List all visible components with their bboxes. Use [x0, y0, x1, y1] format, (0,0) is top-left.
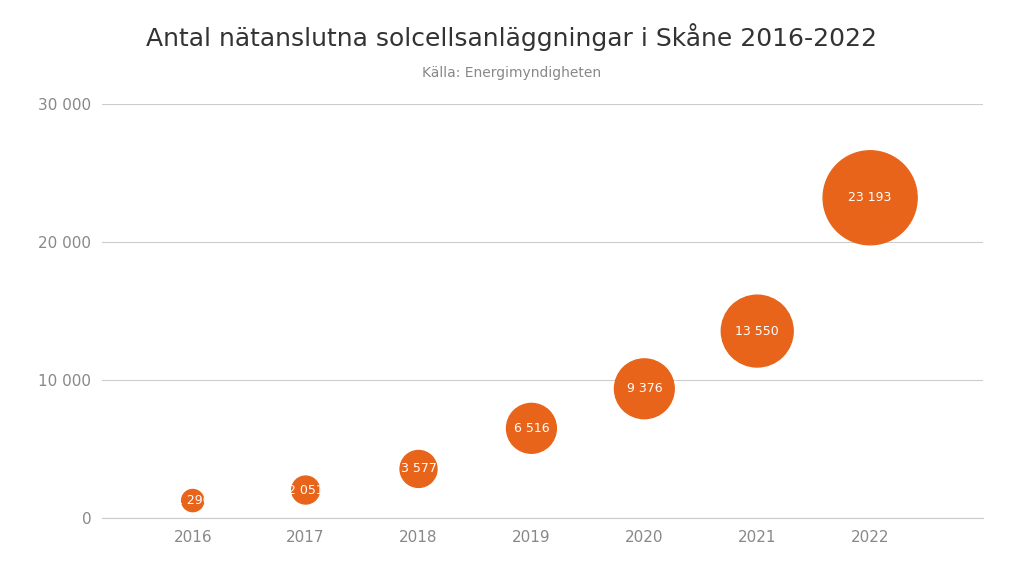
Ellipse shape	[823, 151, 918, 245]
Text: 3 577: 3 577	[400, 463, 436, 475]
Text: Källa: Energimyndigheten: Källa: Energimyndigheten	[423, 66, 601, 80]
Text: 6 516: 6 516	[514, 422, 549, 435]
Text: 1 290: 1 290	[175, 494, 211, 507]
Text: 23 193: 23 193	[849, 191, 892, 204]
Ellipse shape	[507, 403, 556, 453]
Text: 13 550: 13 550	[735, 325, 779, 338]
Ellipse shape	[292, 476, 319, 504]
Text: Antal nätanslutna solcellsanläggningar i Skåne 2016-2022: Antal nätanslutna solcellsanläggningar i…	[146, 23, 878, 51]
Ellipse shape	[614, 359, 674, 419]
Ellipse shape	[181, 490, 204, 511]
Ellipse shape	[400, 450, 437, 487]
Text: 2 051: 2 051	[288, 483, 324, 497]
Text: 9 376: 9 376	[627, 382, 663, 395]
Ellipse shape	[721, 295, 794, 367]
